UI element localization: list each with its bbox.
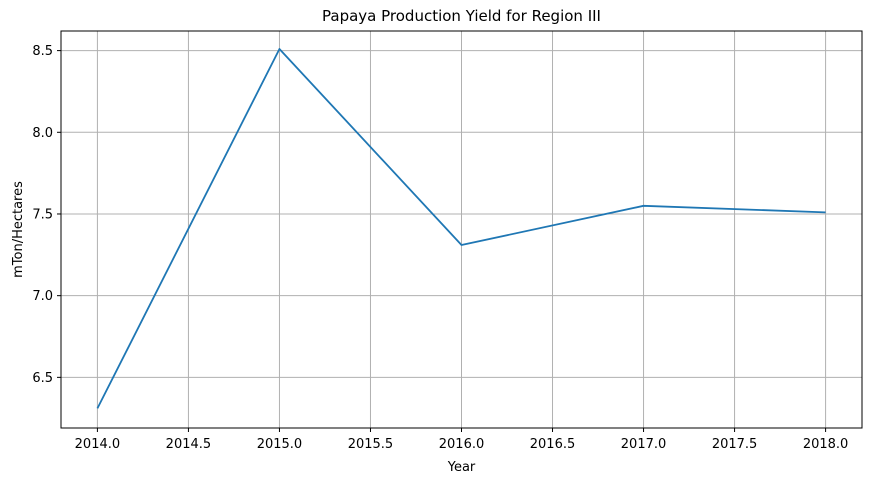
chart-title: Papaya Production Yield for Region III: [322, 7, 601, 25]
x-tick-label: 2017.0: [621, 437, 667, 452]
x-axis-ticks: 2014.0 2014.5 2015.0 2015.5 2016.0 2016.5 2017…: [75, 428, 849, 452]
x-tick-label: 2015.5: [348, 437, 394, 452]
x-tick-label: 2017.5: [712, 437, 758, 452]
x-tick-label: 2014.5: [166, 437, 212, 452]
y-tick-label: 7.0: [32, 289, 53, 304]
x-axis-title: Year: [447, 460, 476, 475]
y-tick-label: 6.5: [32, 371, 53, 386]
x-tick-label: 2014.0: [75, 437, 121, 452]
x-tick-label: 2015.0: [257, 437, 303, 452]
x-tick-label: 2016.0: [439, 437, 485, 452]
y-gridlines: [61, 50, 862, 378]
y-axis-ticks: 6.5 7.0 7.5 8.0 8.5: [32, 44, 61, 386]
x-gridlines: [96, 31, 827, 428]
y-axis-title: mTon/Hectares: [11, 181, 26, 278]
x-tick-label: 2016.5: [530, 437, 576, 452]
y-tick-label: 7.5: [32, 207, 53, 222]
y-tick-label: 8.5: [32, 44, 53, 59]
y-tick-label: 8.0: [32, 126, 53, 141]
x-tick-label: 2018.0: [803, 437, 849, 452]
series-line: [96, 48, 826, 409]
series-layer: [96, 48, 826, 409]
